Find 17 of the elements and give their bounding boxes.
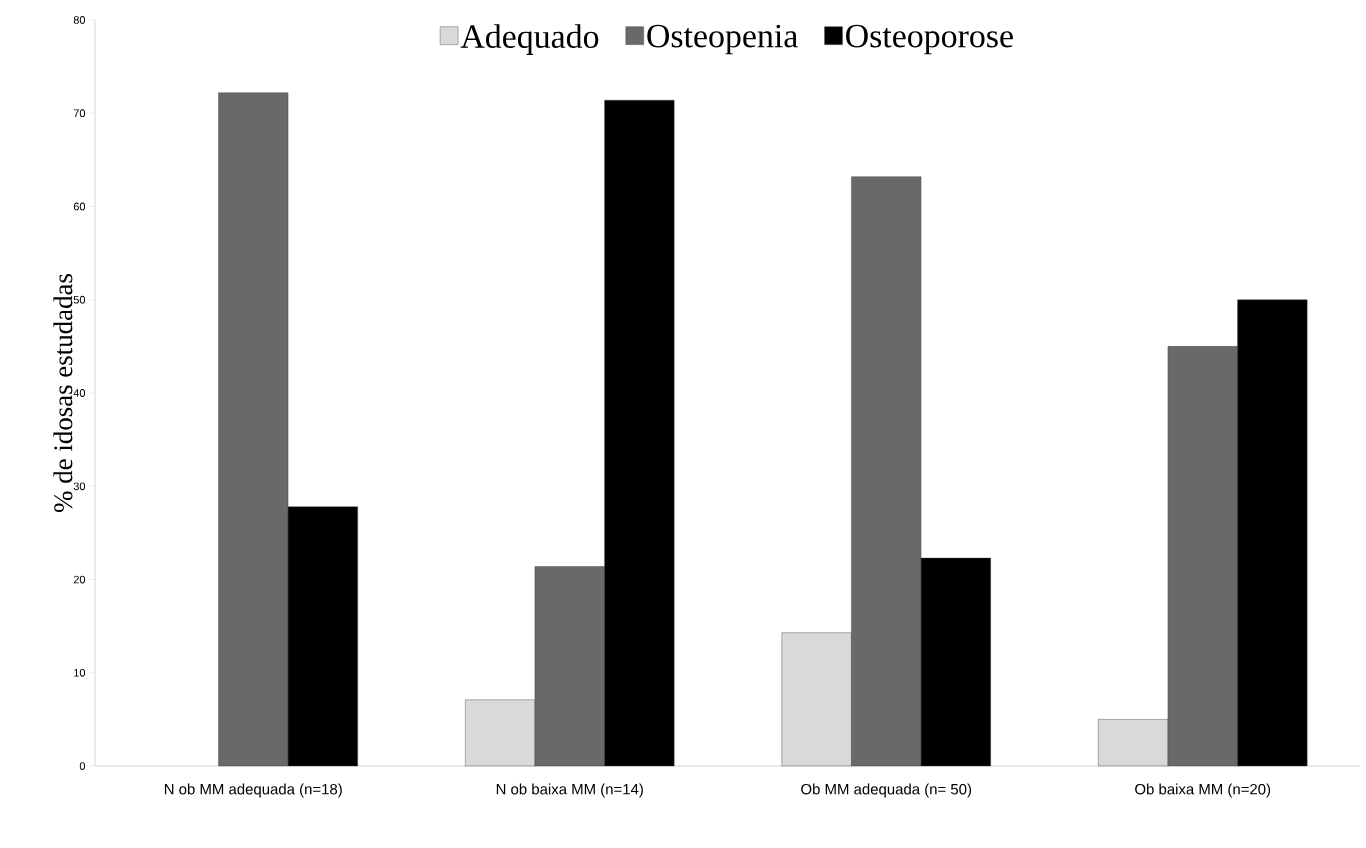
y-tick-label: 60 <box>73 202 86 211</box>
y-tick-label: 80 <box>73 16 86 24</box>
y-tick-label: 0 <box>79 762 86 770</box>
x-tick-label: N ob MM adequada (n=18) <box>164 783 342 798</box>
legend-label: Osteopenia <box>647 24 798 55</box>
y-axis-title: % de idosas estudadas <box>53 274 73 512</box>
y-tick-label: 50 <box>73 295 86 304</box>
legend-label: Osteoporose <box>846 24 1013 55</box>
y-tick-label: 40 <box>73 389 86 397</box>
x-tick-label: Ob baixa MM (n=20) <box>1135 783 1271 798</box>
legend-label: Adequado <box>460 24 599 55</box>
y-tick-label: 70 <box>73 109 86 118</box>
x-tick-label: Ob MM adequada (n= 50) <box>801 783 972 798</box>
y-tick-label: 20 <box>73 575 86 584</box>
y-tick-label: 10 <box>74 668 86 677</box>
x-tick-label: N ob baixa MM (n=14) <box>496 783 643 798</box>
y-tick-label: 30 <box>73 482 86 491</box>
